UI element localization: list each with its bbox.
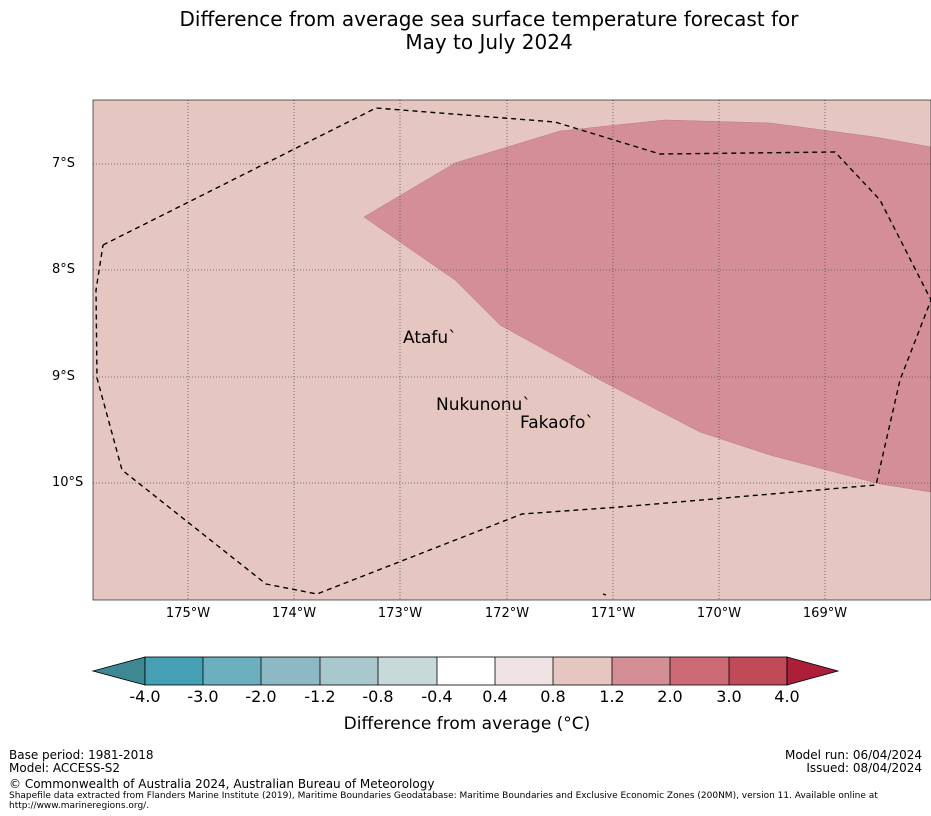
shapefile-credit-line2: http://www.marineregions.org/. <box>9 801 150 811</box>
colorbar-segment <box>320 657 378 685</box>
island-marker: ` <box>448 328 457 348</box>
colorbar-tick: 0.4 <box>482 687 508 706</box>
copyright-notice: © Commonwealth of Australia 2024, Austra… <box>9 777 435 791</box>
colorbar-tick: 3.0 <box>716 687 742 706</box>
title-line-2: May to July 2024 <box>405 30 573 54</box>
colorbar-label: Difference from average (°C) <box>343 714 591 734</box>
graticule <box>93 100 931 600</box>
colorbar-segment <box>203 657 261 685</box>
lon-label-171w: 171°W <box>590 606 636 621</box>
issued-date: Issued: 08/04/2024 <box>806 761 922 775</box>
colorbar-segment <box>261 657 320 685</box>
place-name: Atafu <box>403 328 449 348</box>
lat-label-7s: 7°S <box>52 156 76 171</box>
colorbar-tick: 0.8 <box>540 687 566 706</box>
colorbar <box>91 656 840 686</box>
place-nukunonu: Nukunonu` <box>436 395 531 415</box>
model-run: Model run: 06/04/2024 <box>784 748 922 762</box>
colorbar-tick: -2.0 <box>245 687 277 706</box>
colorbar-extend-high <box>786 656 840 686</box>
colorbar-tick: 2.0 <box>657 687 683 706</box>
colorbar-segment <box>612 657 670 685</box>
map-region-1.2-to-2.0 <box>363 119 931 493</box>
lon-label-169w: 169°W <box>802 606 848 621</box>
colorbar-extend-low <box>91 656 146 686</box>
colorbar-segment <box>553 657 612 685</box>
colorbar-tick: -1.2 <box>304 687 336 706</box>
colorbar-tick: -0.8 <box>362 687 394 706</box>
lat-label-8s: 8°S <box>52 262 76 277</box>
colorbar-tick: 4.0 <box>774 687 800 706</box>
place-fakaofo: Fakaofo` <box>520 413 594 433</box>
shapefile-credit-line1: Shapefile data extracted from Flanders M… <box>9 791 878 801</box>
colorbar-dividers <box>144 656 788 686</box>
map-frame <box>92 99 931 601</box>
lon-label-173w: 173°W <box>377 606 423 621</box>
colorbar-tick: -3.0 <box>187 687 219 706</box>
colorbar-segment <box>437 657 495 685</box>
colorbar-segment <box>145 657 203 685</box>
base-period: Base period: 1981-2018 <box>9 748 154 762</box>
eez-boundary <box>95 107 931 595</box>
lon-label-172w: 172°W <box>484 606 530 621</box>
colorbar-outline <box>144 656 788 686</box>
colorbar-tick: 1.2 <box>599 687 625 706</box>
colorbar-segment <box>670 657 729 685</box>
place-atafu: Atafu` <box>403 328 457 348</box>
colorbar-segment <box>729 657 787 685</box>
island-marker: ` <box>585 413 594 433</box>
colorbar-segment <box>378 657 437 685</box>
colorbar-segment <box>495 657 553 685</box>
lat-label-10s: 10°S <box>52 475 84 490</box>
title-line-1: Difference from average sea surface temp… <box>179 7 799 31</box>
place-name: Nukunonu <box>436 395 523 415</box>
lat-label-9s: 9°S <box>52 369 76 384</box>
island-marker: ` <box>522 395 531 415</box>
lon-label-175w: 175°W <box>165 606 211 621</box>
map-canvas <box>92 99 931 601</box>
lon-label-174w: 174°W <box>271 606 317 621</box>
lon-label-170w: 170°W <box>696 606 742 621</box>
place-name: Fakaofo <box>520 413 586 433</box>
chart-title: Difference from average sea surface temp… <box>0 8 931 54</box>
model-name: Model: ACCESS-S2 <box>9 761 121 775</box>
colorbar-tick: -0.4 <box>421 687 453 706</box>
islet-mark <box>602 593 607 596</box>
colorbar-tick: -4.0 <box>129 687 161 706</box>
